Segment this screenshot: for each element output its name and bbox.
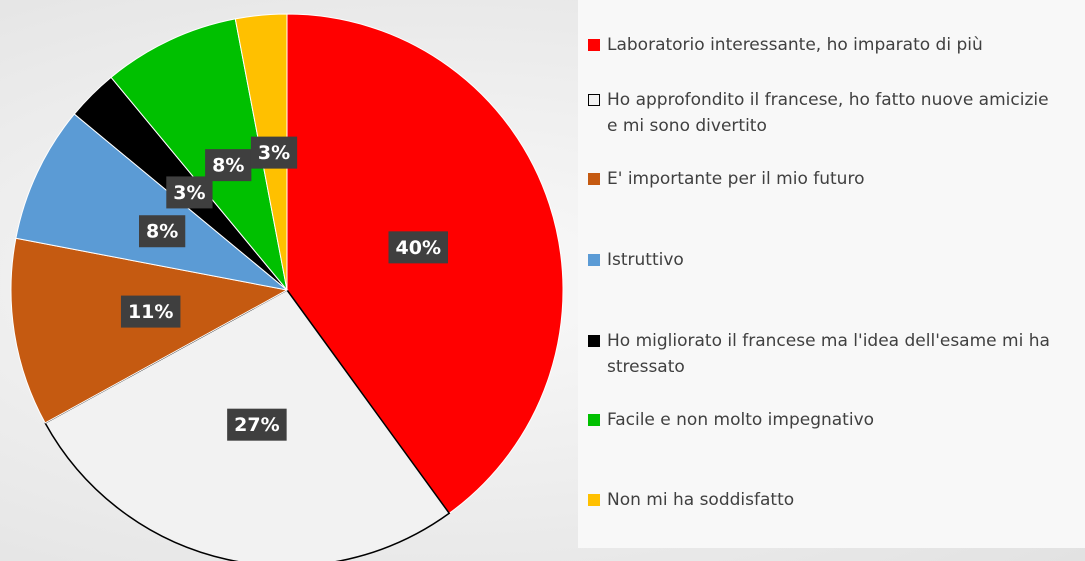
legend-swatch <box>588 94 600 106</box>
legend-label: E' importante per il mio futuro <box>607 169 865 189</box>
pie-slice <box>286 13 564 514</box>
data-label: 11% <box>120 295 181 328</box>
legend: Laboratorio interessante, ho imparato di… <box>578 0 1085 548</box>
legend-swatch <box>588 335 600 347</box>
data-label-box <box>250 136 298 169</box>
data-label-box <box>388 231 448 264</box>
legend-label: Laboratorio interessante, ho imparato di… <box>607 35 983 55</box>
data-label-text: 3% <box>258 142 290 164</box>
legend-swatch <box>588 254 600 266</box>
data-label: 3% <box>166 176 213 209</box>
data-label: 3% <box>250 136 298 169</box>
legend-item: Ho migliorato il francese ma l'idea dell… <box>588 328 1058 380</box>
data-label-box <box>227 408 287 441</box>
legend-swatch <box>588 494 600 506</box>
data-label: 8% <box>139 215 186 248</box>
data-label-box <box>166 176 213 209</box>
legend-label: Facile e non molto impegnativo <box>607 410 875 430</box>
data-label-box <box>139 215 186 248</box>
pie-slice <box>110 18 288 291</box>
legend-item: Laboratorio interessante, ho imparato di… <box>588 32 1058 58</box>
legend-label: Istruttivo <box>607 250 684 270</box>
data-label: 8% <box>205 149 252 182</box>
legend-item: E' importante per il mio futuro <box>588 166 1058 192</box>
data-label-text: 8% <box>146 221 178 243</box>
data-label: 40% <box>388 231 448 264</box>
legend-item: Non mi ha soddisfatto <box>588 487 1058 513</box>
data-label-text: 40% <box>396 237 441 259</box>
data-label-text: 11% <box>128 301 173 323</box>
legend-label: Ho approfondito il francese, ho fatto nu… <box>607 90 1049 136</box>
data-label-box <box>120 295 181 328</box>
legend-item: Facile e non molto impegnativo <box>588 407 1058 433</box>
legend-label: Non mi ha soddisfatto <box>607 490 795 510</box>
legend-item: Ho approfondito il francese, ho fatto nu… <box>588 87 1058 139</box>
pie-slice <box>15 113 288 291</box>
legend-label: Ho migliorato il francese ma l'idea dell… <box>607 331 1050 377</box>
legend-swatch <box>588 414 600 426</box>
data-label-box <box>205 149 252 182</box>
data-label-text: 8% <box>212 155 244 177</box>
data-label-text: 3% <box>173 182 205 204</box>
data-label-text: 27% <box>234 414 279 436</box>
legend-swatch <box>588 173 600 185</box>
legend-swatch <box>588 39 600 51</box>
pie-slice <box>10 237 289 424</box>
data-label: 27% <box>227 408 287 441</box>
legend-item: Istruttivo <box>588 247 1058 273</box>
